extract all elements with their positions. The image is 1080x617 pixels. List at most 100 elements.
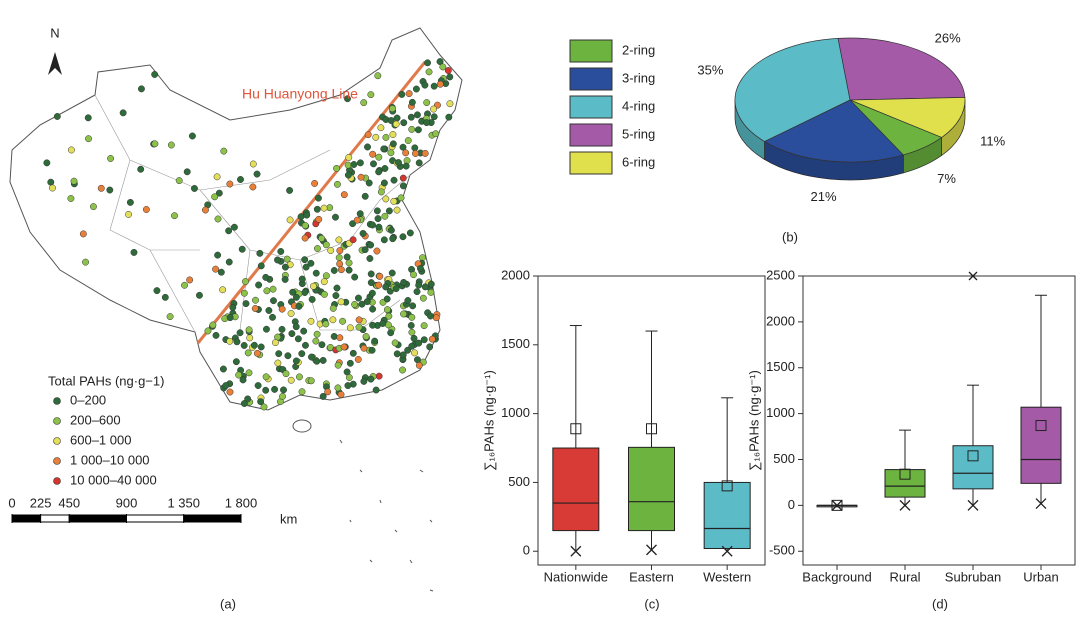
site-dot (295, 302, 303, 310)
site-dot (370, 160, 377, 168)
box (884, 469, 926, 498)
scale-label: 1 350 (167, 495, 200, 510)
site-dot (367, 241, 375, 249)
site-dot (307, 259, 315, 267)
site-dot (201, 206, 209, 214)
scale-label: 450 (58, 495, 80, 510)
site-dot (263, 325, 270, 333)
site-dot (161, 293, 169, 301)
site-dot (379, 320, 387, 327)
site-dot (367, 91, 375, 99)
site-dot (219, 365, 227, 373)
site-dot (191, 185, 198, 192)
site-dot (84, 114, 92, 122)
site-dot (346, 359, 354, 367)
site-dot (349, 220, 357, 228)
site-dot (213, 173, 221, 181)
site-dot (415, 339, 423, 347)
legend-label: 5-ring (622, 126, 655, 141)
site-dot (367, 279, 375, 287)
legend-swatch (569, 95, 613, 119)
site-dot (411, 349, 418, 357)
island (292, 419, 312, 433)
site-dot (301, 234, 309, 242)
site-dot (284, 352, 292, 360)
site-dot (312, 269, 320, 277)
site-dot (151, 71, 159, 78)
site-dot (282, 370, 290, 378)
site-dot (320, 204, 328, 212)
site-dot (125, 210, 132, 218)
site-dot (225, 227, 233, 235)
site-dot (406, 229, 414, 237)
site-dot (337, 298, 345, 306)
box (703, 481, 751, 549)
site-dot (244, 349, 252, 357)
site-dot (314, 194, 322, 202)
site-dot (235, 371, 243, 379)
site-dot (265, 307, 273, 314)
pie-slice (837, 37, 966, 101)
pie-label: 21% (811, 189, 837, 204)
site-dot (395, 159, 402, 166)
site-dot (372, 133, 380, 141)
site-dot (427, 312, 434, 320)
site-dot (390, 197, 398, 205)
site-dot (360, 344, 368, 352)
site-dot (274, 359, 282, 367)
site-dot (186, 276, 194, 284)
site-dot (301, 289, 309, 296)
min-marker (646, 544, 657, 556)
legend-label: 4-ring (622, 98, 655, 113)
site-dot (392, 285, 400, 293)
site-dot (314, 245, 321, 252)
site-dot (324, 388, 332, 396)
site-dot (271, 339, 279, 347)
site-dot (240, 400, 248, 407)
site-dot (319, 392, 327, 400)
site-dot (364, 143, 371, 151)
pie-slice (734, 37, 851, 142)
site-dot (249, 160, 257, 168)
y-axis-label: ∑₁₆PAHs (ng·g⁻¹) (481, 370, 496, 471)
site-dot (368, 346, 376, 354)
site-dot (286, 216, 294, 224)
y-tick-label: 1500 (501, 336, 530, 351)
site-dot (70, 177, 78, 185)
site-dot (380, 236, 388, 244)
site-dot (412, 150, 419, 157)
site-dot (428, 335, 436, 343)
site-dot (262, 386, 270, 394)
site-dot (381, 212, 389, 220)
x-tick-label: Western (703, 569, 751, 584)
site-dot (279, 392, 287, 400)
site-dot (242, 300, 250, 308)
mean (899, 468, 911, 480)
site-dot (171, 212, 178, 220)
site-dot (373, 247, 381, 255)
pie-label: 11% (980, 134, 1005, 149)
site-dot (214, 251, 222, 259)
legend-swatch (53, 437, 61, 445)
y-tick-label: 2000 (766, 313, 795, 328)
site-dot (82, 258, 89, 266)
site-dot (151, 140, 159, 148)
site-dot (427, 280, 435, 288)
legend-swatch (569, 67, 613, 91)
site-dot (333, 284, 341, 292)
site-dot (356, 210, 364, 218)
mean (967, 450, 979, 462)
outlier (968, 271, 978, 281)
site-dot (79, 230, 87, 238)
site-dot (432, 130, 440, 138)
site-dot (362, 333, 370, 340)
site-dot (413, 111, 421, 119)
site-dot (232, 358, 240, 366)
site-dot (254, 382, 262, 389)
site-dot (407, 113, 415, 121)
site-dot (320, 278, 328, 286)
site-dot (209, 321, 217, 329)
site-dot (361, 246, 369, 254)
site-dot (287, 376, 295, 384)
